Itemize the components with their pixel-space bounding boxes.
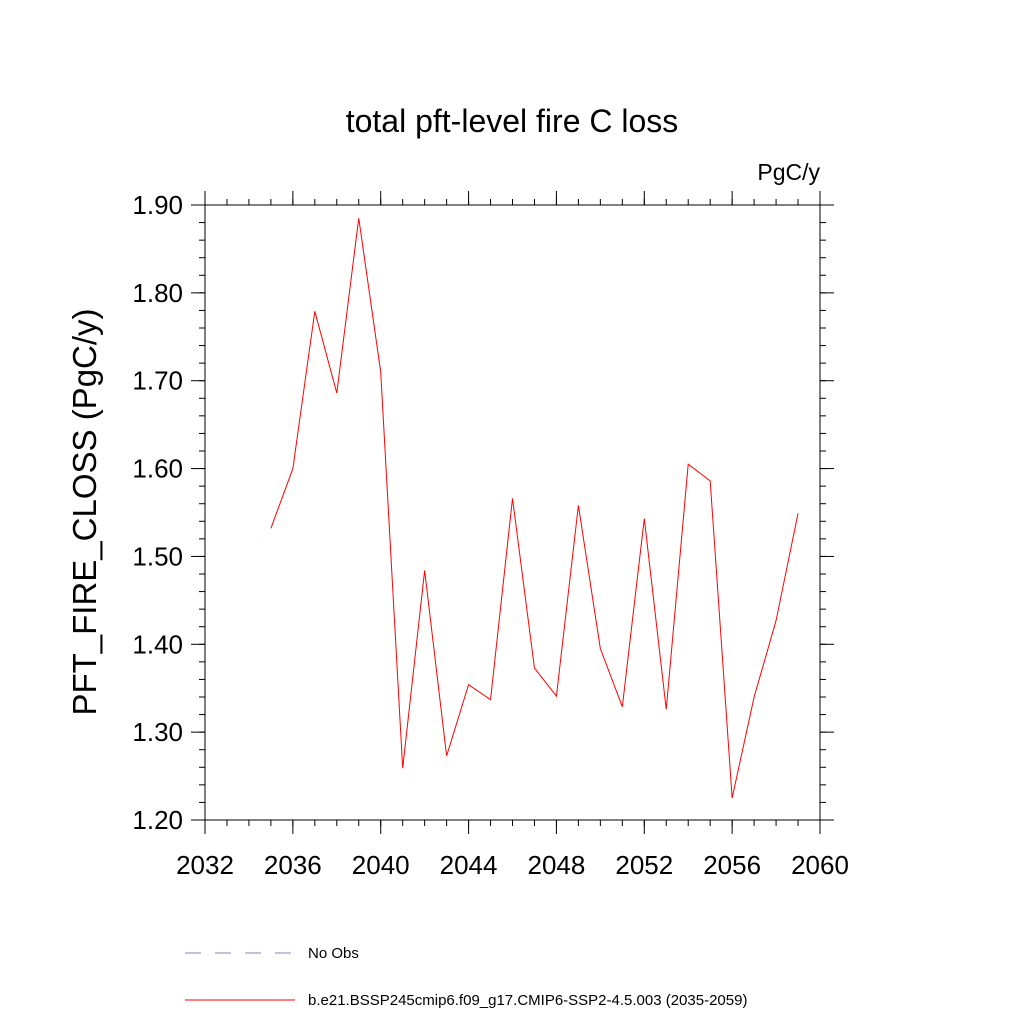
y-tick-labels: 1.20 1.30 1.40 1.50 1.60 1.70 1.80 1.90	[132, 190, 183, 835]
y-axis-label: PFT_FIRE_CLOSS (PgC/y)	[66, 308, 103, 715]
chart-title: total pft-level fire C loss	[346, 103, 679, 139]
x-tick-label: 2032	[176, 850, 234, 880]
y-tick-label: 1.40	[132, 629, 183, 659]
series-layer	[270, 218, 799, 799]
units-label: PgC/y	[757, 159, 820, 185]
y-tick-label: 1.50	[132, 541, 183, 571]
y-tick-label: 1.20	[132, 805, 183, 835]
legend: No Obs b.e21.BSSP245cmip6.f09_g17.CMIP6-…	[185, 945, 747, 1009]
plot-frame	[204, 204, 821, 821]
y-tick-label: 1.80	[132, 278, 183, 308]
x-tick-label: 2060	[791, 850, 849, 880]
x-tick-label: 2040	[352, 850, 410, 880]
x-tick-label: 2052	[615, 850, 673, 880]
y-tick-label: 1.70	[132, 366, 183, 396]
y-tick-label: 1.90	[132, 190, 183, 220]
legend-no-obs-label: No Obs	[308, 945, 359, 962]
major-ticks	[191, 191, 834, 834]
x-tick-label: 2048	[528, 850, 586, 880]
x-tick-label: 2056	[703, 850, 761, 880]
legend-series-label: b.e21.BSSP245cmip6.f09_g17.CMIP6-SSP2-4.…	[308, 992, 747, 1009]
y-tick-label: 1.30	[132, 717, 183, 747]
minor-ticks	[199, 199, 826, 826]
x-tick-label: 2044	[440, 850, 498, 880]
x-tick-label: 2036	[264, 850, 322, 880]
y-tick-label: 1.60	[132, 454, 183, 484]
series-line-0	[270, 218, 799, 799]
x-tick-labels: 2032 2036 2040 2044 2048 2052 2056 2060	[176, 850, 849, 880]
